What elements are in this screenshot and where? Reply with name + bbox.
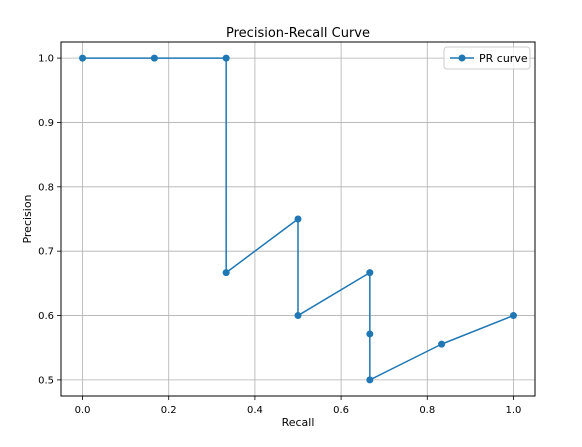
grid (61, 42, 535, 396)
x-tick-label: 1.0 (506, 405, 522, 416)
series-layer (79, 54, 517, 384)
data-point (366, 330, 374, 338)
x-axis-label: Recall (282, 416, 315, 429)
y-tick-label: 0.7 (38, 247, 54, 258)
y-tick-label: 0.5 (38, 375, 54, 386)
legend-marker (458, 54, 466, 62)
data-point (150, 54, 158, 62)
y-tick-label: 1.0 (38, 54, 54, 65)
y-tick-label: 0.6 (38, 311, 54, 322)
data-point (294, 215, 302, 223)
axes-frame (60, 41, 536, 397)
legend-label: PR curve (479, 52, 528, 65)
x-tick-label: 0.2 (161, 405, 177, 416)
x-tick-label: 0.0 (75, 405, 91, 416)
legend: PR curve (443, 46, 531, 70)
data-point (222, 269, 230, 277)
data-point (438, 340, 446, 348)
data-point (366, 269, 374, 277)
data-point (366, 376, 374, 384)
data-point (509, 312, 517, 320)
x-tick-label: 0.4 (247, 405, 263, 416)
data-point (222, 54, 230, 62)
y-tick-label: 0.8 (38, 182, 54, 193)
y-axis-label: Precision (21, 194, 34, 243)
data-point (79, 54, 87, 62)
x-tick-label: 0.8 (419, 405, 435, 416)
x-tick-label: 0.6 (333, 405, 349, 416)
y-tick-label: 0.9 (38, 118, 54, 129)
x-axis-ticks: 0.0 0.2 0.4 0.6 0.8 1.0 (75, 396, 522, 416)
chart-title: Precision-Recall Curve (226, 26, 370, 41)
legend-frame (443, 46, 531, 70)
data-point (294, 312, 302, 320)
y-axis-ticks: 0.5 0.6 0.7 0.8 0.9 1.0 (38, 54, 61, 386)
